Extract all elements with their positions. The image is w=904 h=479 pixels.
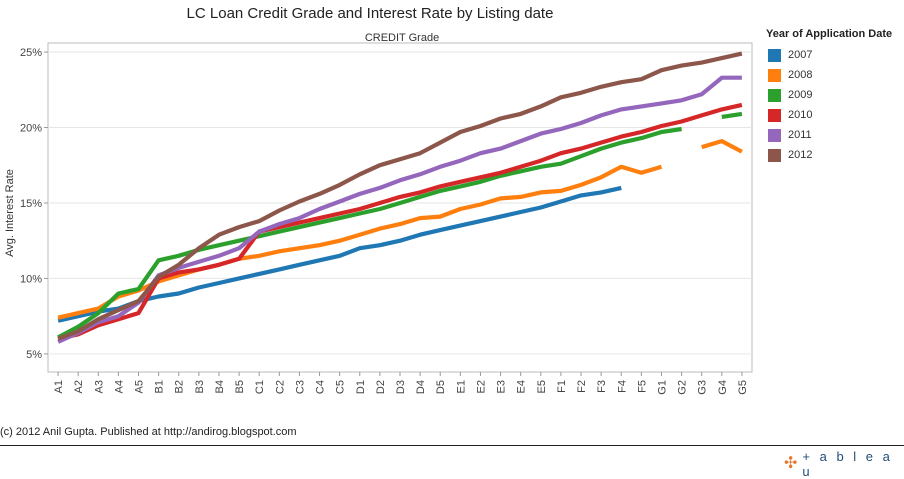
line-2007[interactable] <box>57 185 622 323</box>
grid <box>47 42 753 373</box>
x-tick-label: C3 <box>294 380 306 394</box>
x-tick-label: B2 <box>174 380 186 393</box>
chart-title: LC Loan Credit Grade and Interest Rate b… <box>186 5 554 22</box>
legend-title: Year of Application Date <box>766 28 893 40</box>
plot-frame <box>47 42 753 373</box>
y-tick-label: 20% <box>20 123 42 135</box>
legend-label: 2010 <box>788 109 813 121</box>
axes: 5% 10% 15% 20% 25% A1 A2 A3 A4 A5 B1 B2 B3 B4 B5 C1 C2 C3… <box>20 47 749 395</box>
x-tick-label: G5 <box>737 380 749 395</box>
footer-divider <box>0 445 904 446</box>
x-tick-label: E3 <box>496 380 508 393</box>
x-tick-label: A5 <box>134 380 146 393</box>
x-tick-label: D2 <box>375 380 387 394</box>
line-2011[interactable] <box>57 75 742 344</box>
chart-subtitle: CREDIT Grade <box>365 32 439 44</box>
tableau-logo[interactable]: ✣ + a b l e a u <box>784 449 904 479</box>
legend-label: 2011 <box>788 129 812 141</box>
legend-label: 2012 <box>788 149 813 161</box>
x-tick-label: B3 <box>194 380 206 393</box>
x-tick-label: D5 <box>435 380 447 394</box>
series-2007[interactable] <box>57 185 622 323</box>
x-tick-label: C5 <box>335 380 347 394</box>
series-2011[interactable] <box>57 75 742 344</box>
y-tick-label: 25% <box>20 47 42 59</box>
legend-swatch <box>768 48 781 62</box>
x-tick-label: F3 <box>596 380 608 393</box>
tableau-logo-icon: ✣ <box>784 455 798 472</box>
x-tick-label: F2 <box>576 380 588 393</box>
y-tick-label: 10% <box>20 273 42 285</box>
tableau-logo-text: + a b l e a u <box>802 449 893 479</box>
legend-item-2012[interactable]: 2012 <box>766 145 904 165</box>
legend-swatch <box>768 148 781 162</box>
x-tick-label: E4 <box>516 380 528 393</box>
x-tick-label: B4 <box>214 380 226 393</box>
line-2010[interactable] <box>57 102 743 341</box>
legend-label: 2009 <box>788 89 813 101</box>
legend-swatch <box>768 68 781 82</box>
legend-label: 2008 <box>788 69 813 81</box>
legend: Year of Application Date 2007 2008 2009 201… <box>766 28 904 165</box>
series-2010[interactable] <box>57 102 743 341</box>
x-tick-label: F1 <box>556 380 568 393</box>
legend-item-2007[interactable]: 2007 <box>766 45 904 65</box>
series-2008[interactable] <box>57 139 743 320</box>
x-tick-label: C1 <box>254 380 266 394</box>
x-tick-label: E2 <box>475 380 487 393</box>
line-2012[interactable] <box>57 51 743 341</box>
x-tick-label: C4 <box>315 380 327 394</box>
x-tick-label: E1 <box>455 380 467 393</box>
x-tick-label: G3 <box>697 380 709 395</box>
x-tick-label: G1 <box>656 380 668 395</box>
legend-item-2008[interactable]: 2008 <box>766 65 904 85</box>
line-2008[interactable] <box>701 139 743 154</box>
line-2009[interactable] <box>721 111 743 119</box>
x-tick-label: B1 <box>154 380 166 393</box>
x-tick-label: A4 <box>113 380 125 393</box>
x-tick-label: G2 <box>677 380 689 395</box>
x-tick-label: B5 <box>234 380 246 393</box>
y-tick-label: 5% <box>26 349 42 361</box>
line-2009[interactable] <box>57 126 682 340</box>
x-tick-label: E5 <box>536 380 548 393</box>
x-tick-label: D3 <box>395 380 407 394</box>
x-tick-label: A3 <box>93 380 105 393</box>
x-tick-label: D1 <box>355 380 367 394</box>
legend-swatch <box>768 128 781 142</box>
legend-label: 2007 <box>788 49 813 61</box>
x-tick-label: F4 <box>616 380 628 393</box>
credit-text: (c) 2012 Anil Gupta. Published at http:/… <box>0 426 297 438</box>
legend-item-2010[interactable]: 2010 <box>766 105 904 125</box>
y-axis-title: Avg. Interest Rate <box>4 169 16 257</box>
y-tick-label: 15% <box>20 198 42 210</box>
legend-item-2011[interactable]: 2011 <box>766 125 904 145</box>
x-tick-label: F5 <box>636 380 648 393</box>
series-2009[interactable] <box>57 111 743 340</box>
legend-swatch <box>768 88 781 102</box>
series-lines <box>57 51 743 344</box>
x-tick-label: A1 <box>53 380 65 393</box>
x-tick-label: D4 <box>415 380 427 394</box>
legend-item-2009[interactable]: 2009 <box>766 85 904 105</box>
x-tick-label: G4 <box>717 380 729 395</box>
x-tick-label: A2 <box>73 380 85 393</box>
x-tick-label: C2 <box>274 380 286 394</box>
chart-area: 5% 10% 15% 20% 25% A1 A2 A3 A4 A5 B1 B2 B3 B4 B5 C1 C2 C3… <box>4 32 753 395</box>
series-2012[interactable] <box>57 51 743 341</box>
legend-swatch <box>768 108 781 122</box>
